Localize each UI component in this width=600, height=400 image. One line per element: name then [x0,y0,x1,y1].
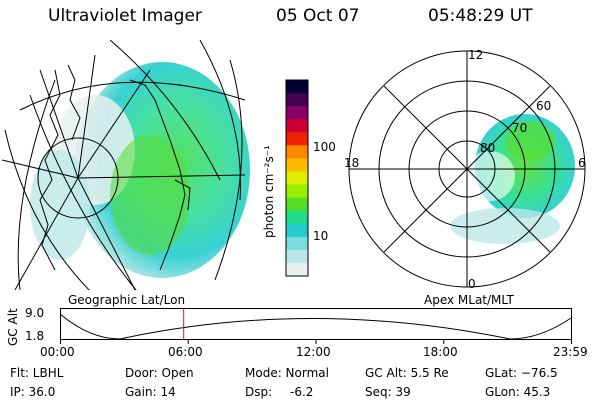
colorbar-swatch [286,106,308,120]
mlt-label-12: 12 [468,48,483,62]
colorbar-units-label: photon cm⁻²s⁻¹ [262,145,276,238]
colorbar-swatch [286,223,308,238]
colorbar-swatch [286,158,308,172]
geographic-latitude: GLat: −76.5 [485,366,558,380]
time-tick-1: 06:00 [168,345,203,359]
time-tick-2: 12:00 [296,345,331,359]
altitude-axis-label: GC Alt [6,308,20,346]
gc-altitude-status: GC Alt: 5.5 Re [365,366,449,380]
gain-status: Gain: 14 [125,385,176,399]
lat-label-70: 70 [512,121,527,135]
polar-grid [348,50,586,288]
colorbar-swatch [286,210,308,225]
colorbar-swatch [286,184,308,199]
colorbar-swatch [286,132,308,146]
colorbar-swatch [286,236,308,251]
geographic-aurora-image [1,40,250,290]
apex-polar-plot: 12 18 6 0 60 70 80 [344,48,586,291]
observation-time: 05:48:29 UT [428,6,533,26]
observation-date: 05 Oct 07 [276,6,360,26]
colorbar-swatch [286,119,308,133]
orbit-altitude-strip [60,308,572,344]
colorbar-swatch [286,80,308,94]
colorbar-swatch [286,262,308,277]
mlt-label-0: 0 [468,277,476,291]
geographic-panel-label: Geographic Lat/Lon [68,293,186,307]
dsp-value: -6.2 [290,385,314,399]
colorbar-tick-100: 100 [313,140,336,154]
mlt-label-6: 6 [578,156,586,170]
filter-status: Flt: LBHL [10,366,64,380]
time-tick-3: 18:00 [423,345,458,359]
time-tick-4: 23:59 [553,345,588,359]
geographic-longitude: GLon: 45.3 [485,385,551,399]
altitude-curve [60,313,572,340]
time-tick-0: 00:00 [40,345,75,359]
sequence-status: Seq: 39 [365,385,411,399]
intensity-colorbar [285,79,309,277]
colorbar-swatch [286,93,308,107]
door-status: Door: Open [125,366,194,380]
altitude-min-label: 1.8 [25,329,45,343]
apex-panel-label: Apex MLat/MLT [424,293,514,307]
coastlines [39,64,191,271]
lat-lon-grid [1,40,246,290]
mode-status: Mode: Normal [245,366,329,380]
colorbar-swatch [286,171,308,186]
colorbar-swatch [286,197,308,212]
instrument-title: Ultraviolet Imager [48,6,202,26]
lat-label-80: 80 [480,141,495,155]
colorbar-swatch [286,145,308,159]
dsp-label: Dsp: [245,385,273,399]
mlt-label-18: 18 [344,156,359,170]
ip-status: IP: 36.0 [10,385,56,399]
altitude-max-label: 9.0 [25,306,45,320]
lat-label-60: 60 [536,99,551,113]
colorbar-swatch [286,249,308,264]
colorbar-tick-10: 10 [313,229,329,243]
